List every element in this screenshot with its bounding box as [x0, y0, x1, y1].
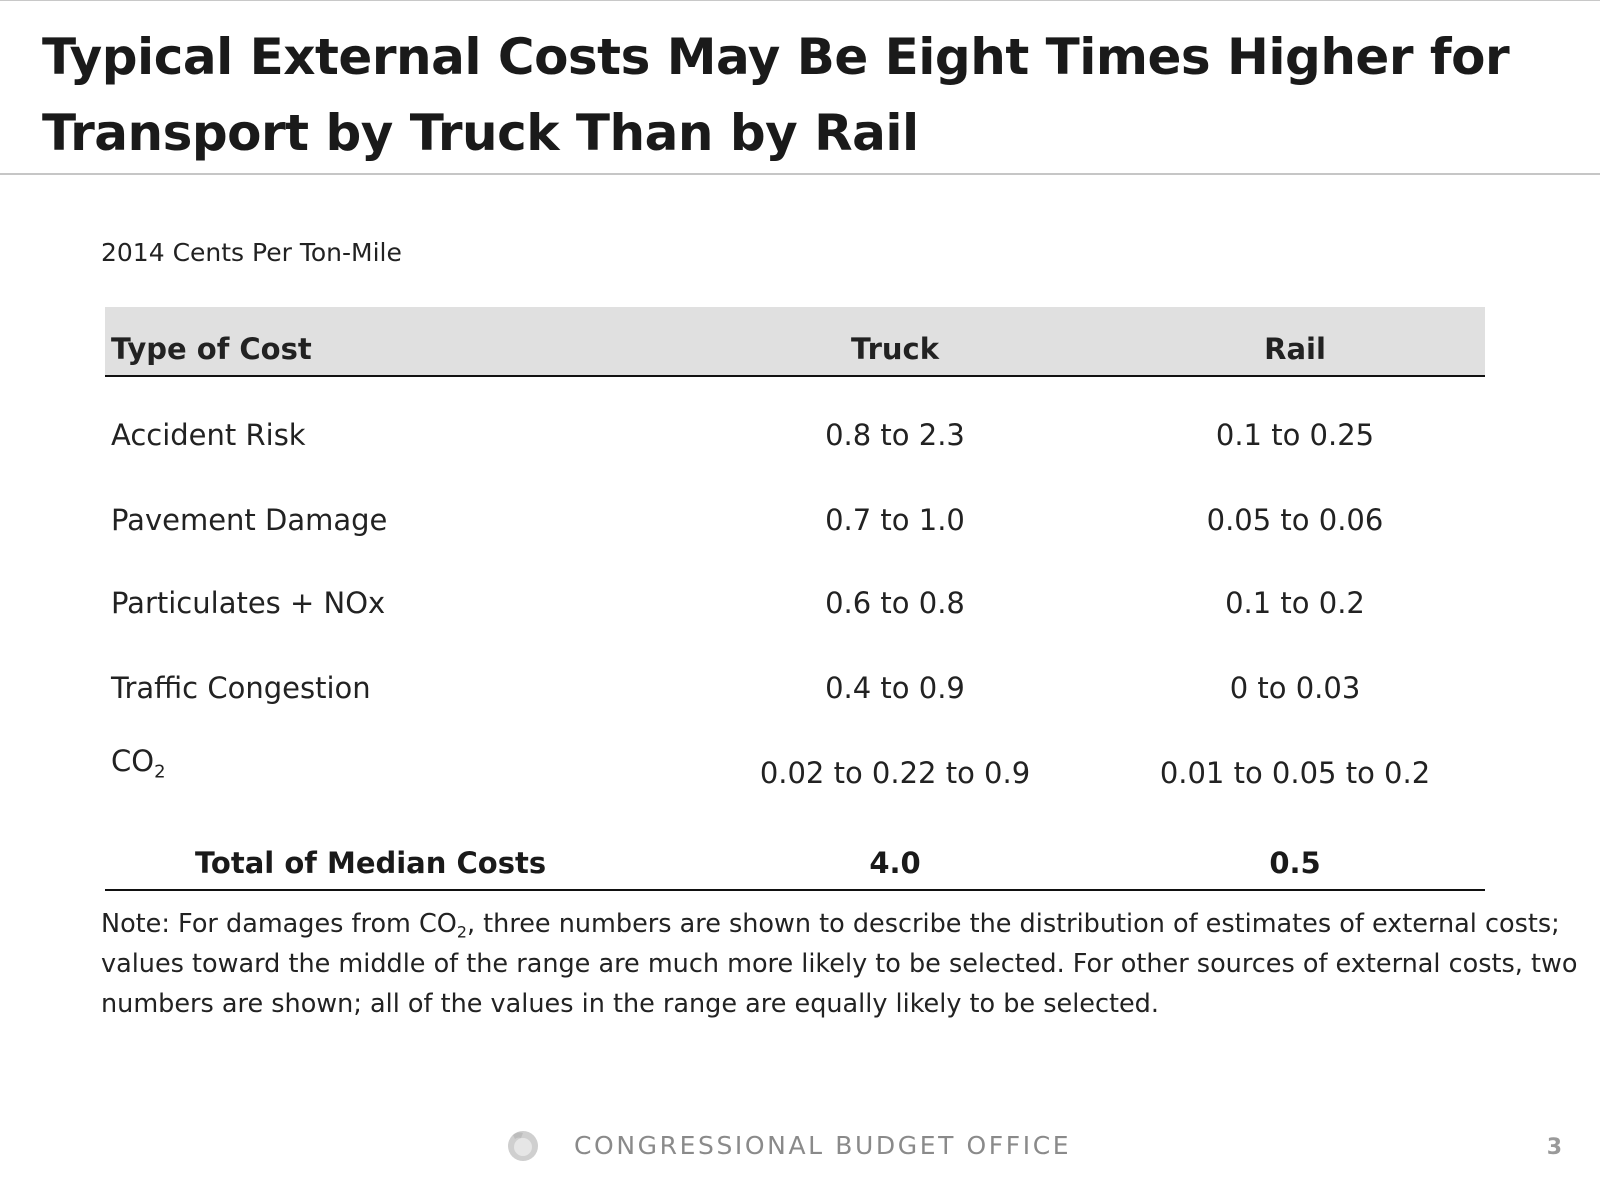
header-rail: Rail — [1264, 332, 1326, 366]
row-truck-value: 0.4 to 0.9 — [825, 671, 965, 705]
organization-name: CONGRESSIONAL BUDGET OFFICE — [574, 1131, 1072, 1160]
row-type: Traffic Congestion — [111, 671, 371, 705]
row-type-co2: CO2 — [111, 741, 166, 781]
row-truck-value: 0.02 to 0.22 to 0.9 — [759, 756, 1031, 790]
table-row: Accident Risk 0.8 to 2.3 0.1 to 0.25 — [105, 415, 1485, 455]
total-rail-value: 0.5 — [1269, 846, 1321, 880]
footer: CONGRESSIONAL BUDGET OFFICE 3 — [0, 1125, 1600, 1169]
note-text-start: Note: For damages from CO — [101, 909, 457, 939]
header-truck: Truck — [850, 332, 940, 366]
table-header-row: Type of Cost Truck Rail — [105, 307, 1485, 377]
row-rail-value: 0.01 to 0.05 to 0.2 — [1159, 756, 1431, 790]
row-type: Accident Risk — [111, 418, 306, 452]
table-total-row: Total of Median Costs 4.0 0.5 — [105, 843, 1485, 891]
cbo-seal-icon — [508, 1131, 538, 1161]
title-divider — [0, 173, 1600, 175]
row-rail-value: 0.1 to 0.2 — [1225, 586, 1365, 620]
total-label: Total of Median Costs — [195, 846, 547, 880]
cost-table: Type of Cost Truck Rail Accident Risk 0.… — [105, 307, 1485, 891]
note-subscript: 2 — [456, 922, 467, 942]
units-label: 2014 Cents Per Ton-Mile — [101, 238, 402, 267]
row-type: Particulates + NOx — [111, 586, 386, 620]
page-number: 3 — [1546, 1135, 1562, 1160]
row-truck-value: 0.7 to 1.0 — [825, 503, 965, 537]
table-row: CO2 0.02 to 0.22 to 0.9 0.01 to 0.05 to … — [105, 744, 1485, 790]
table-row: Traffic Congestion 0.4 to 0.9 0 to 0.03 — [105, 668, 1485, 708]
row-truck-value: 0.8 to 2.3 — [825, 418, 965, 452]
note-text-end: , three numbers are shown to describe th… — [101, 909, 1586, 1019]
row-type: Pavement Damage — [111, 503, 388, 537]
row-type-text: CO — [111, 744, 155, 778]
row-type-subscript: 2 — [154, 761, 166, 783]
total-truck-value: 4.0 — [869, 846, 921, 880]
row-rail-value: 0.05 to 0.06 — [1206, 503, 1384, 537]
row-rail-value: 0 to 0.03 — [1229, 671, 1361, 705]
table-row: Pavement Damage 0.7 to 1.0 0.05 to 0.06 — [105, 500, 1485, 540]
header-type-of-cost: Type of Cost — [111, 332, 312, 366]
table-note: Note: For damages from CO2, three number… — [101, 904, 1581, 1024]
page-title: Typical External Costs May Be Eight Time… — [42, 28, 1510, 162]
table-row: Particulates + NOx 0.6 to 0.8 0.1 to 0.2 — [105, 583, 1485, 623]
row-truck-value: 0.6 to 0.8 — [825, 586, 965, 620]
row-rail-value: 0.1 to 0.25 — [1215, 418, 1375, 452]
